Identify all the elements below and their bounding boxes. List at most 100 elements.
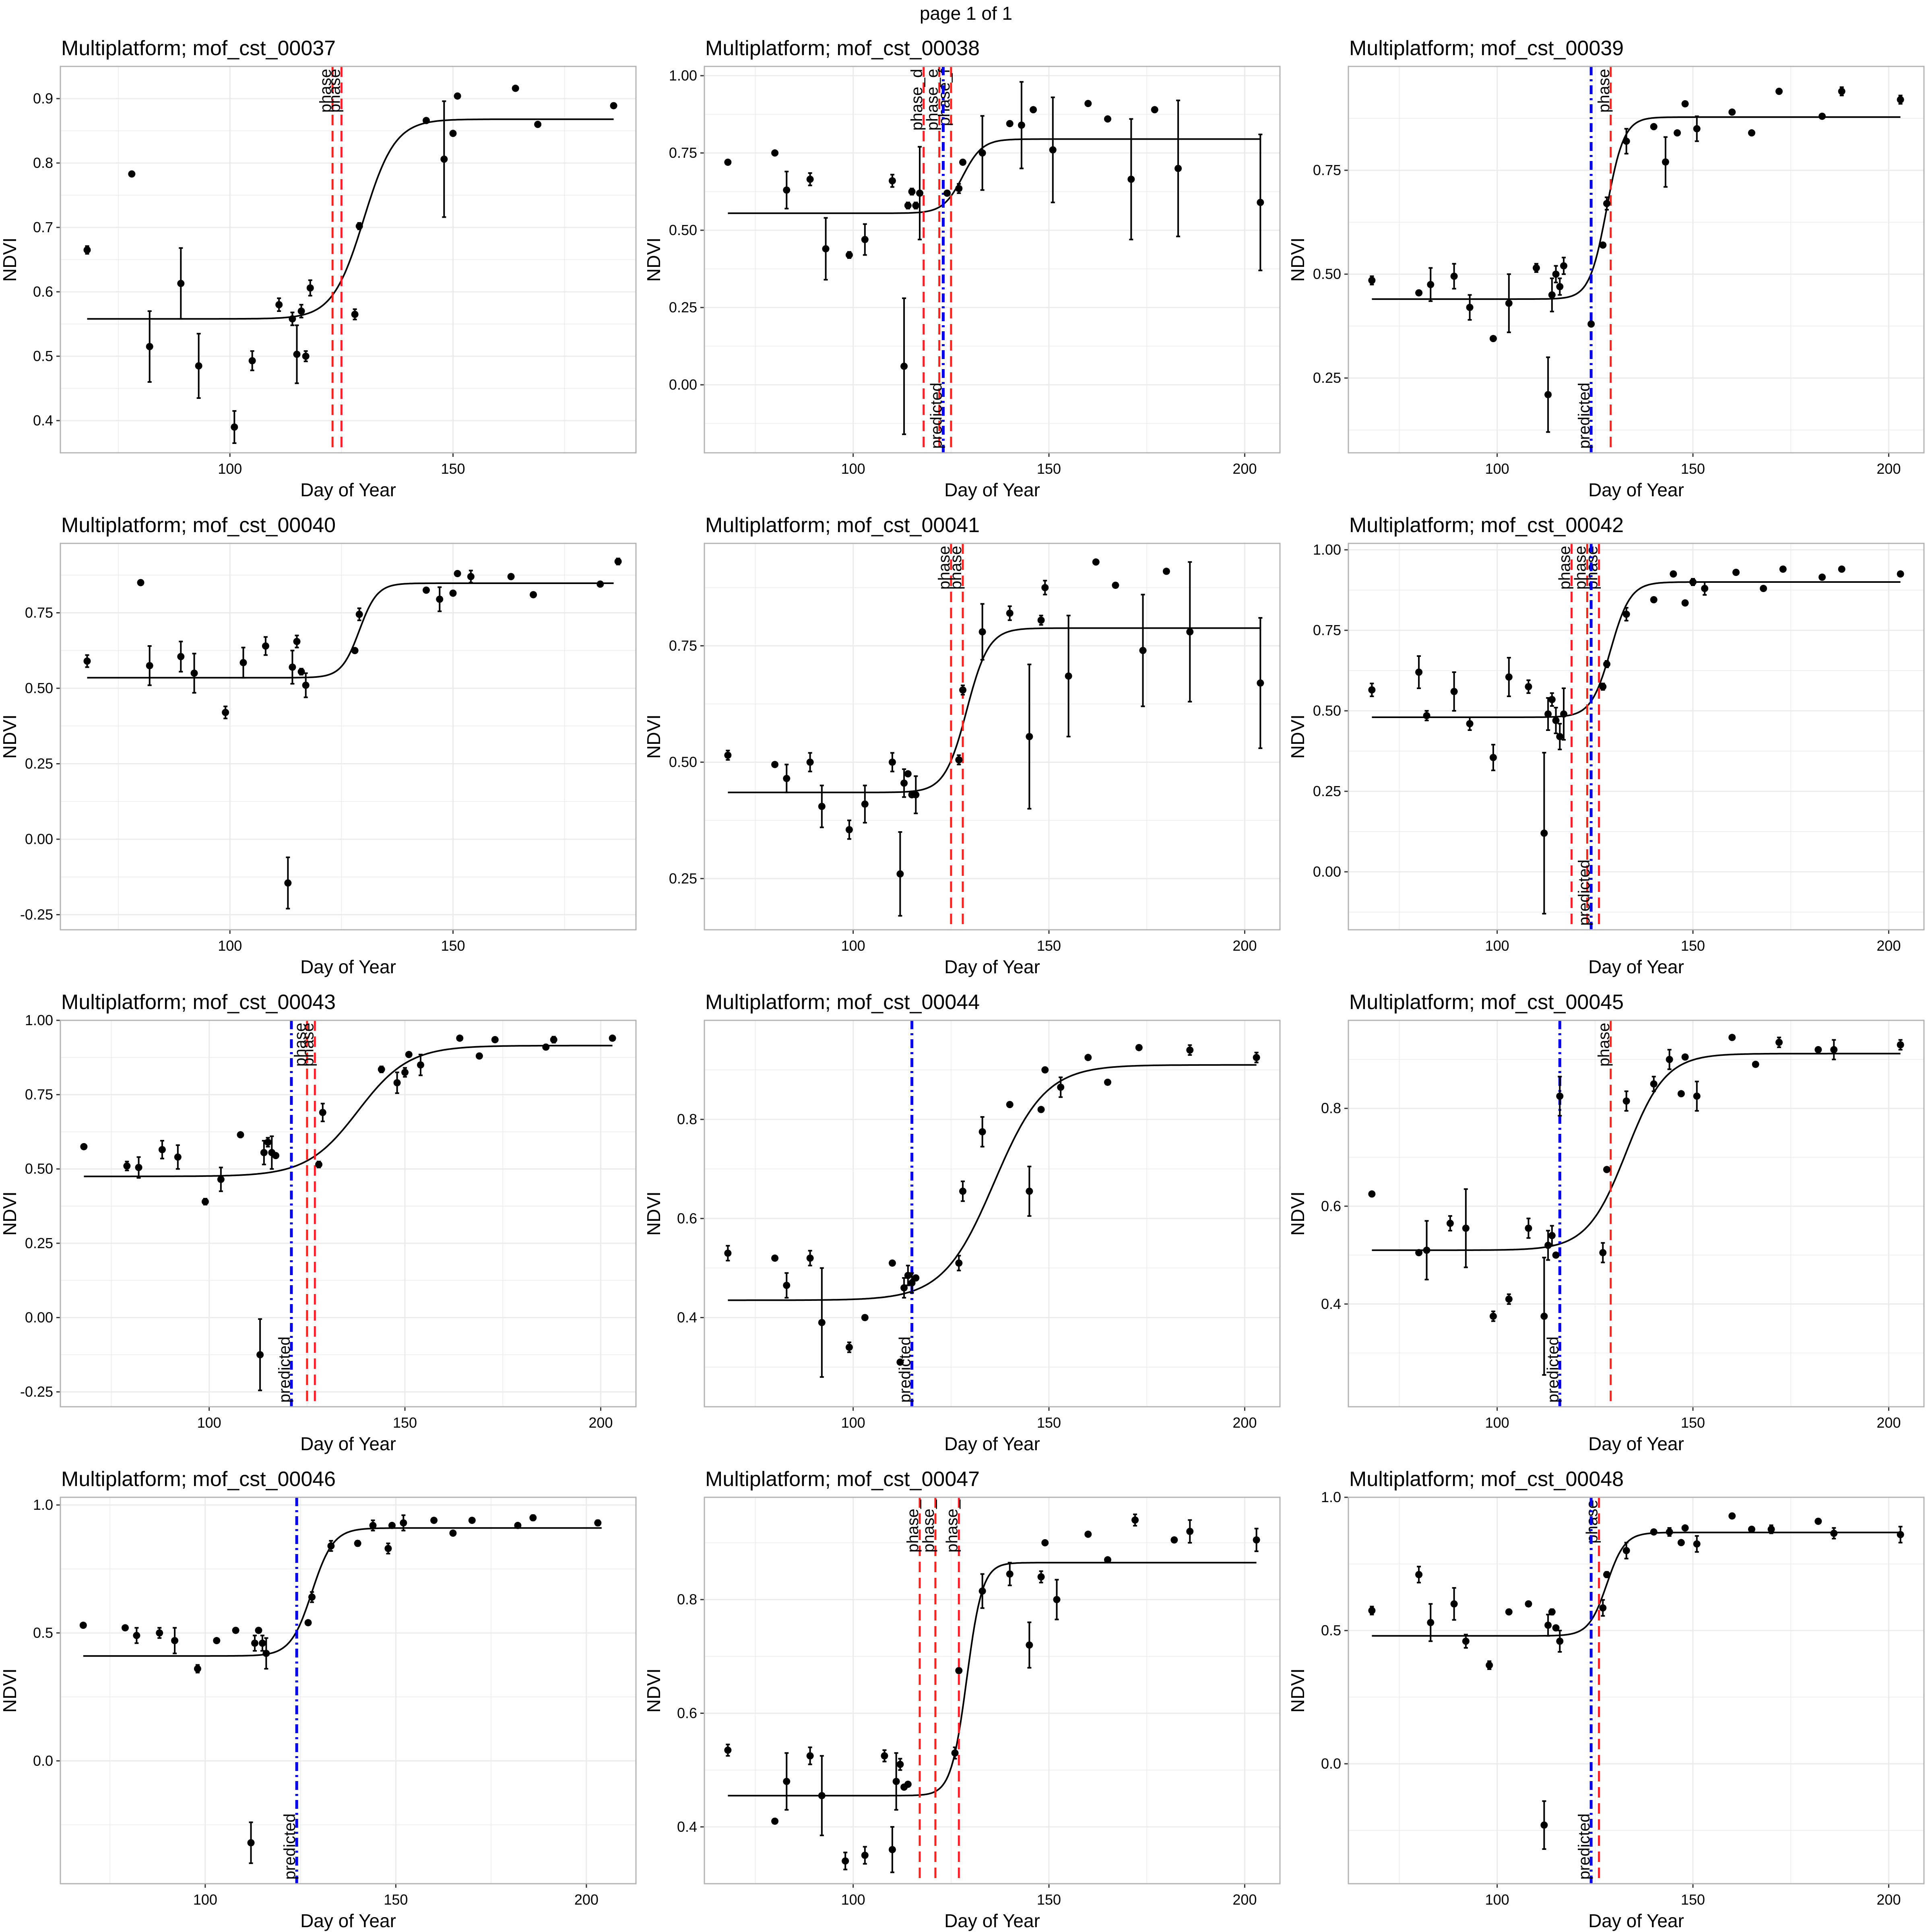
data-point — [378, 1065, 385, 1073]
data-point — [1186, 1046, 1194, 1054]
data-point — [1814, 1046, 1822, 1053]
data-point — [783, 1777, 791, 1785]
x-tick-label: 100 — [218, 937, 242, 954]
data-point — [137, 579, 144, 586]
y-tick-label: 0.9 — [33, 90, 53, 107]
data-point — [1104, 1078, 1111, 1086]
data-point — [1681, 100, 1689, 107]
predicted-label: predicted — [281, 1813, 299, 1880]
panel-border — [1348, 1496, 1925, 1885]
data-point — [1489, 335, 1497, 343]
data-point — [195, 362, 202, 369]
y-tick-label: 0.8 — [677, 1111, 697, 1127]
y-tick-label: 0.7 — [33, 219, 53, 235]
data-point — [1006, 120, 1013, 128]
y-tick-label: 0.50 — [1313, 266, 1341, 282]
panel-9: Multiplatform; mof_cst_00045 100 150 200 0.4… — [1287, 991, 1925, 1454]
data-point — [1162, 568, 1170, 575]
phase-label: phase — [1556, 546, 1573, 590]
x-tick-label: 150 — [1681, 1414, 1705, 1431]
y-tick-label: 1.0 — [33, 1496, 53, 1513]
data-point — [1548, 291, 1556, 299]
phase-label: phase — [1595, 69, 1613, 113]
panel-title: Multiplatform; mof_cst_00048 — [1349, 1468, 1624, 1491]
data-point — [256, 1351, 264, 1358]
x-tick-label: 150 — [1681, 1891, 1705, 1908]
data-point — [806, 1752, 814, 1760]
data-point — [1677, 1539, 1685, 1546]
data-point — [724, 751, 732, 759]
data-point — [1450, 688, 1458, 695]
data-point — [449, 1530, 457, 1537]
data-point — [1560, 262, 1568, 270]
data-point — [232, 1627, 239, 1634]
panel-title: Multiplatform; mof_cst_00047 — [705, 1468, 980, 1491]
data-point — [597, 580, 604, 588]
data-point — [892, 1777, 900, 1785]
data-point — [1037, 1106, 1045, 1113]
y-axis-label: NDVI — [643, 714, 664, 759]
x-tick-label: 200 — [1232, 937, 1257, 954]
data-point — [1552, 1624, 1560, 1632]
data-point — [388, 1521, 396, 1529]
x-tick-label: 100 — [218, 460, 242, 477]
x-axis-label: Day of Year — [944, 956, 1040, 977]
data-point — [783, 1282, 791, 1289]
data-point — [190, 669, 198, 677]
data-point — [454, 570, 461, 577]
data-point — [217, 1176, 225, 1183]
panel-border — [704, 66, 1281, 454]
data-point — [1170, 1536, 1178, 1544]
data-point — [1650, 1528, 1657, 1536]
data-point — [1446, 1220, 1454, 1227]
data-point — [351, 311, 359, 318]
data-point — [83, 246, 91, 254]
data-point — [201, 1198, 209, 1205]
data-point — [319, 1108, 326, 1116]
panel-border — [60, 1496, 637, 1885]
data-point — [306, 284, 314, 292]
data-point — [284, 879, 292, 887]
y-tick-label: 0.75 — [1313, 162, 1341, 178]
y-tick-label: 0.75 — [669, 144, 697, 161]
data-point — [354, 1540, 361, 1547]
data-point — [1131, 1516, 1139, 1524]
data-point — [1427, 281, 1435, 288]
panel-title: Multiplatform; mof_cst_00044 — [705, 991, 980, 1014]
data-point — [1084, 1530, 1092, 1538]
y-tick-label: 0.5 — [33, 348, 53, 364]
data-point — [80, 1143, 88, 1150]
phase-label: phase — [1571, 546, 1589, 590]
data-point — [308, 1593, 316, 1601]
data-point — [1693, 1540, 1701, 1548]
data-point — [255, 1627, 262, 1634]
data-point — [896, 870, 904, 878]
data-point — [1532, 264, 1540, 272]
data-point — [1662, 158, 1669, 166]
y-tick-label: -0.25 — [20, 906, 53, 923]
data-point — [436, 595, 444, 603]
data-point — [1689, 578, 1697, 586]
data-point — [449, 130, 457, 137]
data-point — [258, 1639, 266, 1647]
data-point — [1622, 611, 1630, 618]
data-point — [1489, 1313, 1497, 1320]
data-point — [456, 1034, 464, 1042]
data-point — [771, 1817, 779, 1825]
y-tick-label: 0.8 — [33, 155, 53, 171]
data-point — [237, 1131, 244, 1139]
y-tick-label: 0.25 — [25, 755, 53, 772]
data-point — [1622, 1097, 1630, 1105]
data-point — [1525, 683, 1532, 690]
phase-label: phase_f — [935, 68, 953, 126]
data-point — [1486, 1662, 1493, 1669]
data-point — [1728, 1034, 1736, 1041]
data-point — [861, 236, 869, 244]
y-tick-label: 0.8 — [677, 1591, 697, 1608]
data-point — [417, 1061, 424, 1069]
data-point — [1466, 303, 1474, 311]
data-point — [1650, 596, 1657, 603]
data-point — [507, 573, 515, 580]
y-tick-label: 0.6 — [1321, 1198, 1341, 1214]
